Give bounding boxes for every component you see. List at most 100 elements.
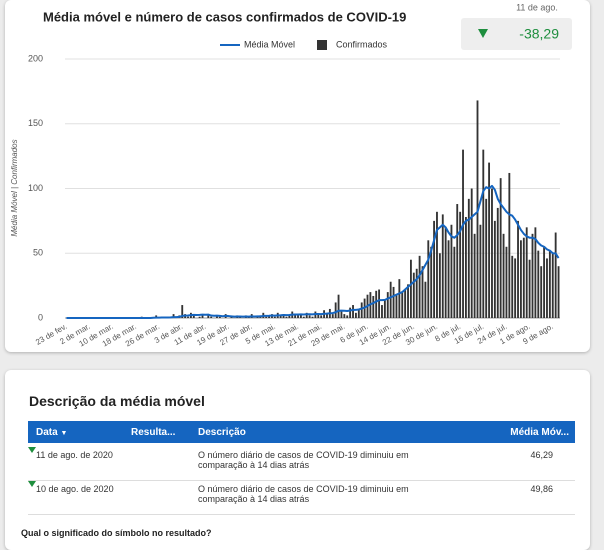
bar — [462, 149, 464, 318]
bar — [488, 162, 491, 318]
column-header[interactable]: Descrição — [198, 427, 246, 438]
bar — [502, 233, 505, 318]
bar — [201, 314, 204, 318]
bar — [349, 307, 352, 318]
bar — [282, 314, 285, 318]
bar — [305, 312, 308, 318]
kpi-box — [461, 18, 572, 50]
cell-description: O número diário de casos de COVID-19 dim… — [198, 484, 409, 504]
column-header[interactable]: Resulta... — [131, 427, 176, 438]
bar — [343, 314, 346, 318]
bar — [421, 266, 424, 318]
bar — [404, 289, 407, 318]
bar — [453, 246, 456, 318]
bar — [354, 312, 357, 318]
column-header[interactable]: Data ▼ — [36, 427, 67, 438]
bar — [317, 314, 320, 318]
bar — [546, 258, 548, 318]
bar — [299, 314, 302, 318]
bar — [548, 250, 551, 318]
legend-label: Média Móvel — [244, 39, 295, 49]
bar — [285, 316, 288, 318]
bar — [216, 315, 218, 318]
bar — [395, 294, 398, 318]
bar — [433, 220, 436, 318]
bar — [557, 266, 560, 318]
bar — [340, 311, 343, 318]
bar — [517, 220, 519, 318]
bar — [294, 314, 297, 318]
bar — [554, 232, 557, 318]
kpi-arrow — [478, 29, 488, 38]
bar — [430, 246, 433, 318]
bar — [337, 294, 340, 318]
legend-label: Confirmados — [336, 39, 388, 49]
cell-date: 11 de ago. de 2020 — [36, 450, 113, 460]
bar — [540, 266, 543, 318]
bar — [265, 316, 268, 318]
bar — [230, 316, 233, 318]
bar — [528, 259, 531, 318]
bar — [383, 299, 386, 318]
bar — [444, 227, 447, 318]
bar — [311, 316, 314, 318]
bar — [514, 258, 517, 318]
bar — [192, 315, 195, 318]
bar — [357, 308, 360, 318]
bar — [531, 233, 534, 318]
bar — [273, 316, 276, 318]
bar — [389, 281, 392, 318]
y-tick-label: 150 — [28, 118, 43, 128]
bar — [450, 224, 453, 318]
y-tick-label: 0 — [38, 312, 43, 322]
bar — [438, 253, 441, 318]
bar — [198, 316, 201, 318]
footer-question: Qual o significado do símbolo no resulta… — [21, 528, 212, 538]
bar — [210, 316, 213, 318]
bar — [398, 279, 401, 318]
bar — [427, 240, 430, 318]
bar — [256, 316, 259, 318]
bar — [493, 220, 496, 318]
bar — [187, 316, 189, 318]
page: {"chart_data": {"type": "combo", "title"… — [5, 0, 590, 550]
bar — [464, 216, 467, 318]
bar — [308, 315, 311, 318]
moving-average-line — [66, 184, 560, 319]
bar — [334, 302, 337, 318]
bar — [473, 233, 476, 318]
bar — [378, 289, 381, 318]
cell-value: 46,29 — [530, 450, 553, 460]
bar — [511, 255, 514, 318]
column-label: Data — [36, 427, 58, 438]
bar — [522, 237, 525, 318]
table-row: 11 de ago. de 2020 O número diário de ca… — [28, 446, 575, 481]
bar — [543, 246, 546, 318]
table-row: 10 de ago. de 2020 O número diário de ca… — [28, 480, 575, 515]
bar — [412, 272, 415, 318]
kpi-date: 11 de ago. — [516, 2, 558, 12]
bar — [551, 253, 554, 318]
bar — [491, 188, 493, 318]
bar — [409, 259, 412, 318]
bar — [326, 312, 328, 318]
y-tick-label: 200 — [28, 53, 43, 63]
bar — [207, 315, 210, 318]
bar — [415, 268, 418, 318]
table-title: Descrição da média móvel — [29, 393, 205, 409]
bar — [302, 316, 305, 318]
table-header: Data ▼ Resulta... Descrição Média Móv... — [28, 421, 575, 443]
bar — [352, 305, 354, 318]
bar — [467, 198, 470, 318]
legend-swatch — [317, 40, 327, 50]
bar — [505, 246, 508, 318]
bar — [172, 314, 175, 318]
cell-description: O número diário de casos de COVID-19 dim… — [198, 450, 409, 470]
bar — [392, 286, 395, 318]
bar — [447, 240, 450, 318]
bar — [181, 305, 184, 318]
column-header[interactable]: Média Móv... — [510, 427, 569, 438]
bar — [485, 198, 488, 318]
bar — [418, 255, 421, 318]
kpi-value: -38,29 — [519, 26, 559, 42]
